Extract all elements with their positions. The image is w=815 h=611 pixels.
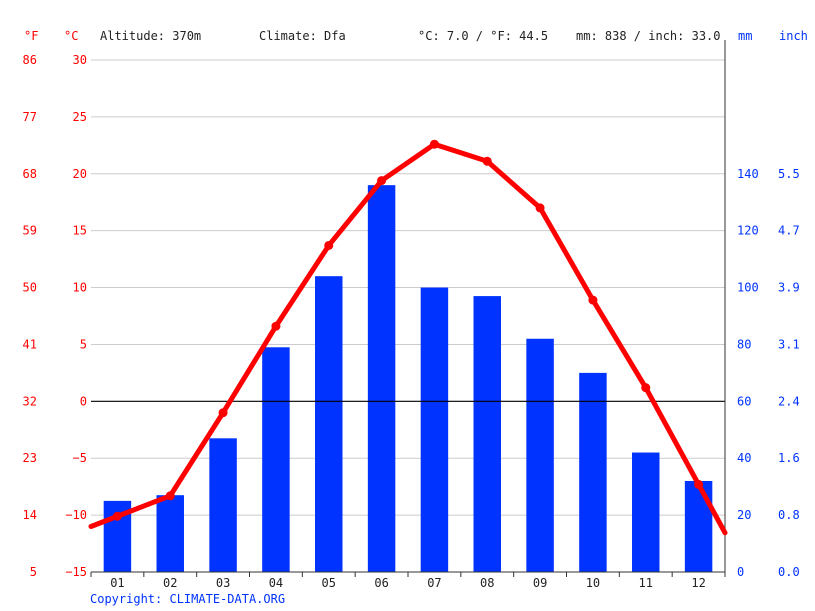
fahrenheit-tick-label: 14 bbox=[23, 508, 37, 522]
month-label-05: 05 bbox=[322, 576, 336, 590]
temperature-point-04 bbox=[271, 321, 281, 331]
precipitation-bar-05 bbox=[315, 276, 343, 572]
axes bbox=[90, 40, 726, 577]
temperature-line-path bbox=[88, 141, 728, 536]
month-label-06: 06 bbox=[374, 576, 388, 590]
inch-tick-label: 2.4 bbox=[778, 394, 800, 408]
celsius-tick-label: 15 bbox=[73, 224, 87, 238]
inch-tick-label: 4.7 bbox=[778, 224, 800, 238]
mm-tick-label: 120 bbox=[737, 224, 759, 238]
fahrenheit-tick-label: 77 bbox=[23, 110, 37, 124]
month-label-12: 12 bbox=[691, 576, 705, 590]
mm-tick-label: 0 bbox=[737, 565, 744, 579]
altitude-label: Altitude: 370m bbox=[100, 29, 201, 43]
temperature-point-09 bbox=[535, 203, 545, 213]
inch-tick-label: 5.5 bbox=[778, 167, 800, 181]
fahrenheit-tick-label: 50 bbox=[23, 281, 37, 295]
precipitation-bar-11 bbox=[632, 452, 660, 572]
temperature-point-10 bbox=[588, 295, 598, 305]
fahrenheit-tick-label: 32 bbox=[23, 394, 37, 408]
month-label-07: 07 bbox=[427, 576, 441, 590]
copyright-text: Copyright: CLIMATE-DATA.ORG bbox=[90, 592, 286, 606]
precipitation-bar-03 bbox=[209, 438, 237, 572]
precipitation-bar-02 bbox=[156, 495, 184, 572]
temperature-line bbox=[88, 139, 728, 536]
precipitation-bar-09 bbox=[526, 338, 554, 572]
mm-tick-label: 20 bbox=[737, 508, 751, 522]
unit-fahrenheit-label: °F bbox=[24, 29, 38, 43]
fahrenheit-tick-label: 86 bbox=[23, 53, 37, 67]
mm-tick-label: 40 bbox=[737, 451, 751, 465]
celsius-tick-label: −15 bbox=[65, 565, 87, 579]
climate-label: Climate: Dfa bbox=[259, 29, 346, 43]
fahrenheit-tick-label: 41 bbox=[23, 337, 37, 351]
temperature-point-06 bbox=[377, 176, 387, 186]
celsius-tick-label: 30 bbox=[73, 53, 87, 67]
celsius-tick-label: 25 bbox=[73, 110, 87, 124]
inch-tick-label: 0.8 bbox=[778, 508, 800, 522]
celsius-tick-label: 20 bbox=[73, 167, 87, 181]
grid-lines bbox=[91, 59, 725, 516]
mm-tick-label: 100 bbox=[737, 281, 759, 295]
month-label-11: 11 bbox=[639, 576, 653, 590]
unit-mm-label: mm bbox=[738, 29, 752, 43]
inch-tick-label: 3.9 bbox=[778, 281, 800, 295]
mm-tick-label: 60 bbox=[737, 394, 751, 408]
precipitation-bar-06 bbox=[367, 185, 396, 572]
month-label-10: 10 bbox=[586, 576, 600, 590]
celsius-tick-label: 5 bbox=[80, 337, 87, 351]
temperature-point-03 bbox=[218, 408, 228, 418]
month-label-08: 08 bbox=[480, 576, 494, 590]
precipitation-bar-07 bbox=[420, 287, 449, 572]
celsius-tick-label: −5 bbox=[73, 451, 87, 465]
temperature-average-label: °C: 7.0 / °F: 44.5 bbox=[418, 29, 548, 43]
month-label-09: 09 bbox=[533, 576, 547, 590]
unit-inch-label: inch bbox=[779, 29, 808, 43]
precipitation-bars bbox=[103, 185, 713, 572]
mm-tick-label: 140 bbox=[737, 167, 759, 181]
temperature-point-12 bbox=[694, 479, 704, 489]
temperature-point-02 bbox=[165, 491, 175, 501]
precipitation-bar-04 bbox=[262, 347, 290, 572]
inch-tick-label: 1.6 bbox=[778, 451, 800, 465]
celsius-tick-label: −10 bbox=[65, 508, 87, 522]
unit-celsius-label: °C bbox=[64, 29, 78, 43]
month-label-01: 01 bbox=[110, 576, 124, 590]
mm-tick-label: 80 bbox=[737, 337, 751, 351]
fahrenheit-tick-label: 68 bbox=[23, 167, 37, 181]
precipitation-total-label: mm: 838 / inch: 33.0 bbox=[576, 29, 721, 43]
precipitation-bar-10 bbox=[579, 372, 607, 572]
temperature-point-07 bbox=[429, 139, 439, 149]
celsius-tick-label: 10 bbox=[73, 281, 87, 295]
fahrenheit-tick-label: 5 bbox=[30, 565, 37, 579]
tick-labels: 30862577206815591050541032−523−1014−1551… bbox=[23, 53, 800, 590]
inch-tick-label: 0.0 bbox=[778, 565, 800, 579]
temperature-point-11 bbox=[641, 383, 651, 393]
fahrenheit-tick-label: 59 bbox=[23, 224, 37, 238]
temperature-point-01 bbox=[112, 511, 122, 521]
celsius-tick-label: 0 bbox=[80, 394, 87, 408]
month-label-02: 02 bbox=[163, 576, 177, 590]
temperature-point-05 bbox=[324, 240, 334, 250]
fahrenheit-tick-label: 23 bbox=[23, 451, 37, 465]
month-label-03: 03 bbox=[216, 576, 230, 590]
precipitation-bar-08 bbox=[473, 296, 501, 572]
temperature-point-08 bbox=[482, 156, 492, 166]
precipitation-bar-12 bbox=[684, 480, 713, 572]
inch-tick-label: 3.1 bbox=[778, 337, 800, 351]
month-label-04: 04 bbox=[269, 576, 283, 590]
